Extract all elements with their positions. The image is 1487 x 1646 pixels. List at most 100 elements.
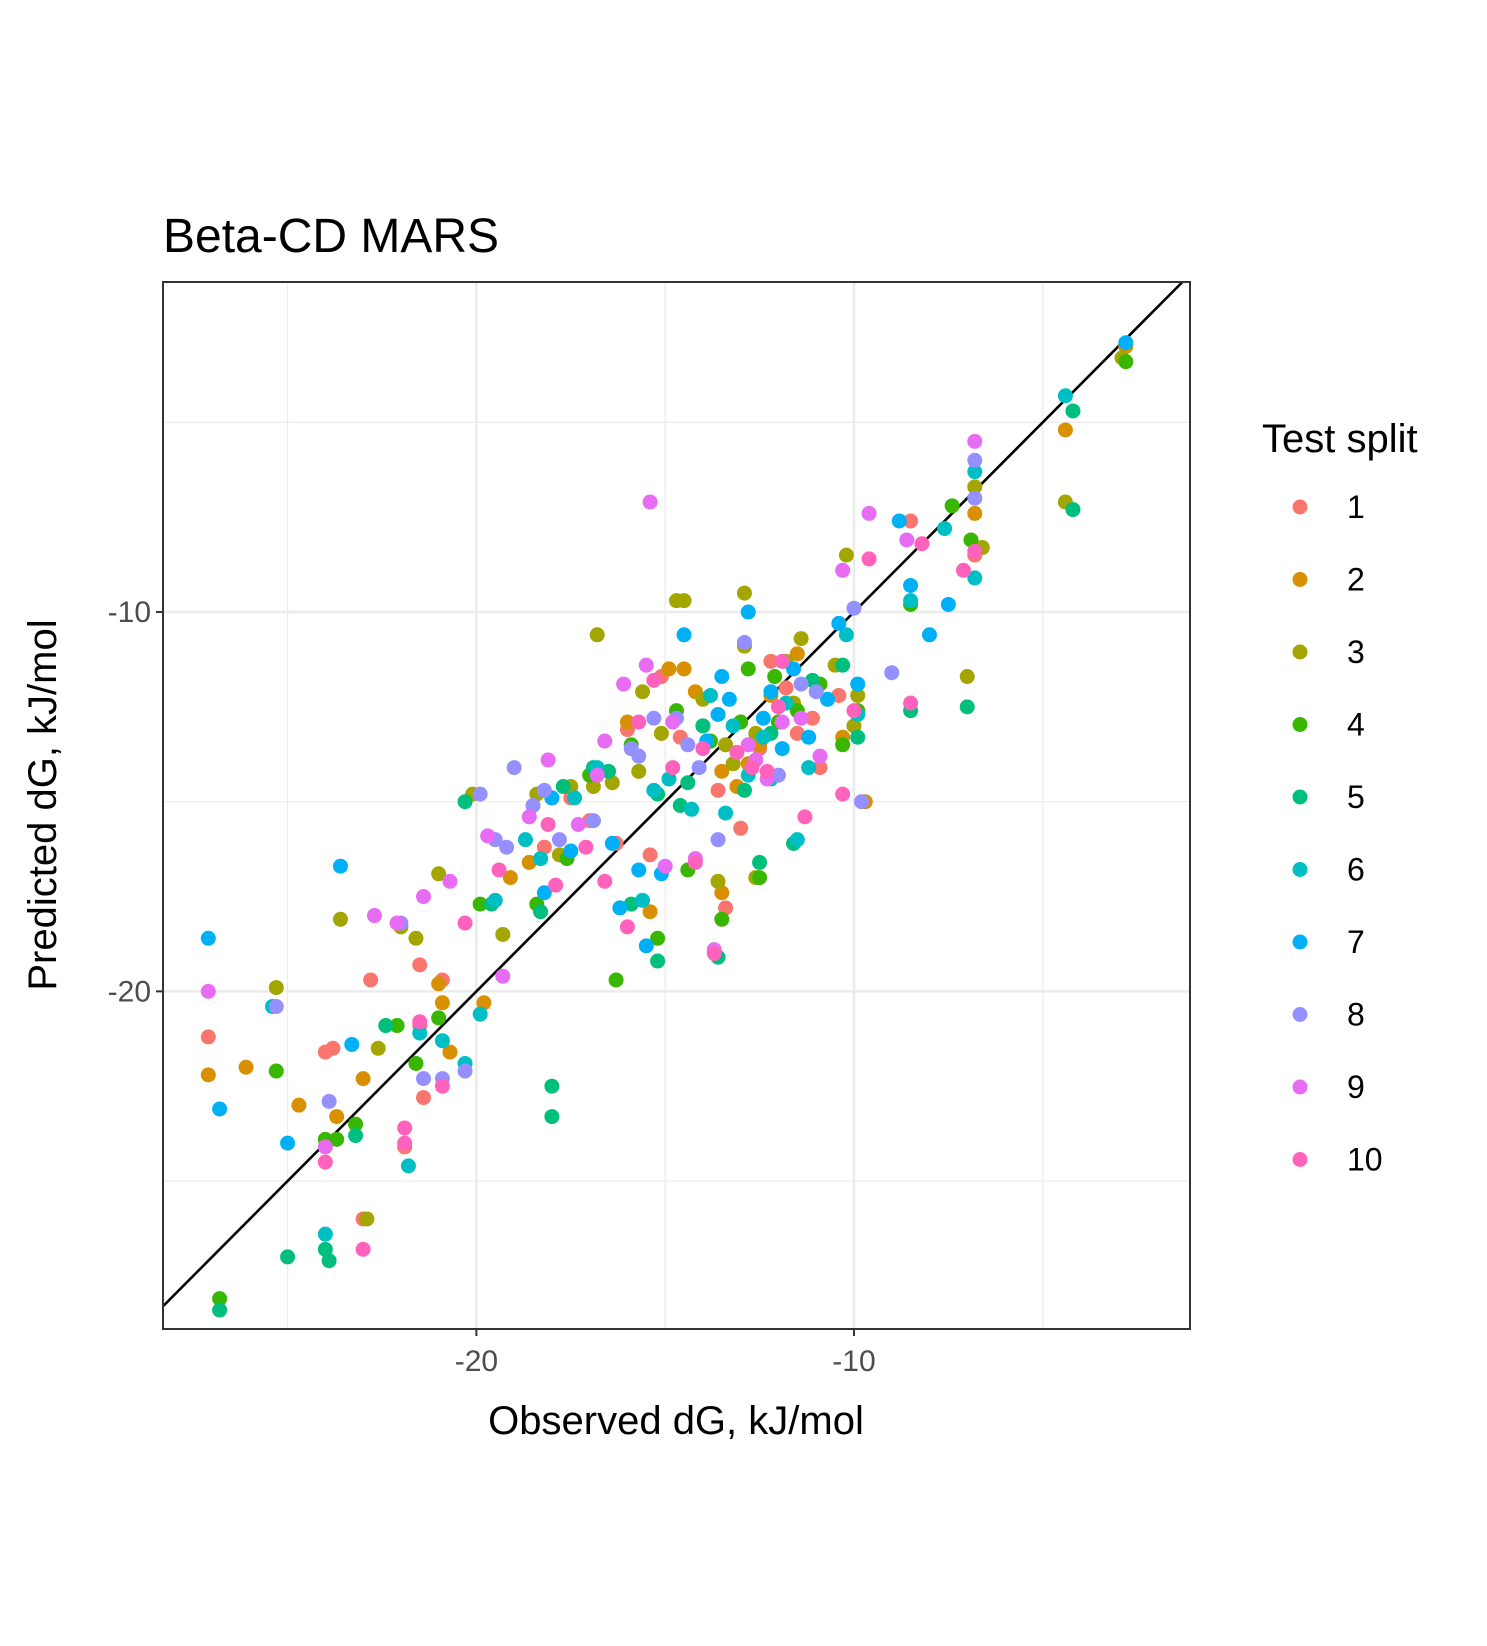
data-point: [680, 775, 696, 791]
data-point: [801, 760, 817, 776]
legend-swatch: [1292, 862, 1308, 877]
data-point: [691, 760, 707, 776]
data-point: [442, 873, 458, 889]
data-point: [695, 741, 711, 757]
data-point: [744, 760, 760, 776]
data-point: [567, 790, 583, 806]
legend-item-1: 1: [1292, 489, 1365, 525]
y-axis-title: Predicted dG, kJ/mol: [21, 619, 65, 990]
data-point: [434, 995, 450, 1011]
data-point: [412, 1025, 428, 1041]
y-axis-ticks: -20 -10: [108, 596, 163, 1008]
data-point: [472, 1006, 488, 1022]
data-point: [770, 699, 786, 715]
data-point: [355, 1071, 371, 1087]
data-point: [967, 570, 983, 586]
data-point: [517, 832, 533, 848]
data-point: [321, 1093, 337, 1109]
data-point: [212, 1291, 228, 1307]
x-axis-title: Observed dG, kJ/mol: [488, 1399, 864, 1443]
data-point: [786, 661, 802, 677]
data-point: [767, 669, 783, 685]
series-6: [264, 388, 1073, 1242]
data-point: [714, 669, 730, 685]
data-point: [280, 1135, 296, 1151]
data-point: [729, 744, 745, 760]
legend-item-7: 7: [1292, 924, 1365, 960]
data-point: [348, 1128, 364, 1144]
data-point: [521, 854, 537, 870]
data-point: [789, 832, 805, 848]
data-point: [646, 672, 662, 688]
legend-label: 8: [1347, 997, 1365, 1033]
data-point: [540, 752, 556, 768]
data-point: [431, 1010, 447, 1026]
legend-label: 3: [1347, 634, 1365, 670]
data-point: [638, 938, 654, 954]
data-point: [650, 930, 666, 946]
data-point: [457, 915, 473, 931]
data-point: [846, 718, 862, 734]
data-point: [378, 1018, 394, 1034]
data-point: [891, 513, 907, 529]
data-point: [544, 1109, 560, 1125]
legend-item-8: 8: [1292, 997, 1365, 1033]
data-point: [736, 634, 752, 650]
data-point: [366, 908, 382, 924]
data-point: [570, 816, 586, 832]
data-point: [676, 661, 692, 677]
data-point: [563, 843, 579, 859]
data-point: [801, 729, 817, 745]
legend-label: 2: [1347, 562, 1365, 598]
data-point: [914, 536, 930, 552]
data-point: [363, 972, 379, 988]
legend: Test split 1 2 3 4 5 6 7 8 9 10: [1262, 417, 1418, 1178]
data-point: [238, 1059, 254, 1075]
data-point: [619, 919, 635, 935]
data-point: [604, 775, 620, 791]
data-point: [212, 1101, 228, 1117]
data-point: [623, 896, 639, 912]
data-point: [763, 653, 779, 669]
data-point: [200, 1029, 216, 1045]
data-point: [714, 885, 730, 901]
data-point: [835, 657, 851, 673]
data-point: [457, 794, 473, 810]
data-point: [1057, 422, 1073, 438]
data-point: [710, 706, 726, 722]
data-point: [548, 877, 564, 893]
legend-swatch: [1292, 789, 1308, 805]
data-point: [650, 953, 666, 969]
data-point: [642, 494, 658, 510]
data-point: [495, 968, 511, 984]
data-point: [812, 760, 828, 776]
data-point: [280, 1249, 296, 1265]
data-point: [608, 972, 624, 988]
data-point: [774, 714, 790, 730]
data-point: [355, 1241, 371, 1257]
legend-swatch: [1292, 1007, 1308, 1022]
data-point: [416, 1090, 432, 1106]
data-point: [808, 684, 824, 700]
data-point: [389, 1018, 405, 1034]
data-point: [861, 551, 877, 567]
data-point: [661, 661, 677, 677]
data-point: [714, 911, 730, 927]
legend-label: 1: [1347, 489, 1365, 525]
data-point: [635, 684, 651, 700]
data-point: [710, 832, 726, 848]
data-point: [268, 1063, 284, 1079]
data-point: [589, 627, 605, 643]
data-point: [317, 1226, 333, 1242]
data-point: [774, 653, 790, 669]
data-point: [789, 725, 805, 741]
data-point: [585, 813, 601, 829]
data-point: [332, 911, 348, 927]
data-point: [321, 1253, 337, 1269]
data-point: [480, 828, 496, 844]
legend-label: 9: [1347, 1069, 1365, 1105]
data-point: [937, 521, 953, 537]
data-point: [536, 839, 552, 855]
plot-panel-border: [162, 281, 1191, 1330]
data-point: [1065, 403, 1081, 419]
